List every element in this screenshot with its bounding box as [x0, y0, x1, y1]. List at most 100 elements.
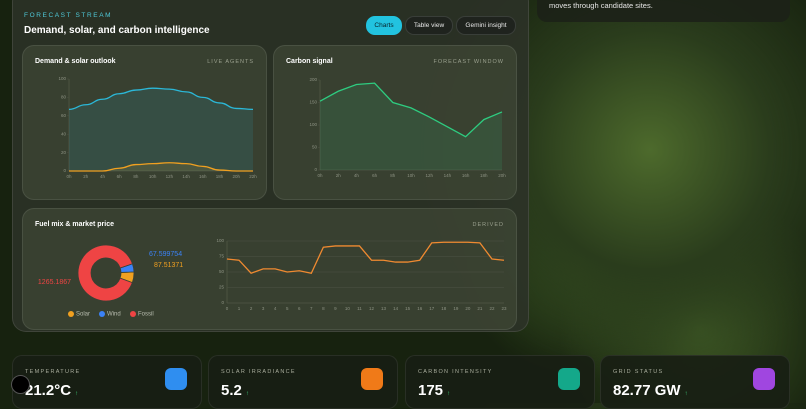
- legend-swatch: [130, 311, 136, 317]
- kpi-trend: ↑: [75, 391, 79, 397]
- legend-label: Fossil: [138, 312, 154, 318]
- chart: 0 20 40 60 80 100 0h 2h 4h 6h 8h 10h 12h 14h 16h 18h 20h…: [58, 76, 257, 179]
- area: [320, 83, 502, 170]
- x-tick-label: 2h: [336, 173, 342, 178]
- x-tick-label: 20h: [233, 174, 241, 179]
- x-tick-label: 1: [238, 306, 241, 311]
- x-tick-label: 14: [393, 306, 399, 311]
- x-tick-label: 2: [250, 306, 253, 311]
- y-tick-label: 0: [63, 168, 66, 173]
- x-tick-label: 15: [405, 306, 411, 311]
- x-tick-label: 8h: [390, 173, 396, 178]
- x-tick-label: 16: [417, 306, 423, 311]
- x-tick-label: 0h: [66, 174, 72, 179]
- tab[interactable]: Table view: [405, 16, 453, 35]
- x-tick-label: 6h: [117, 174, 123, 179]
- series-line: [68, 87, 254, 111]
- x-tick-label: 2h: [83, 174, 89, 179]
- x-tick-label: 20: [465, 306, 471, 311]
- legend-label: Wind: [107, 312, 121, 318]
- x-tick-label: 10h: [407, 173, 415, 178]
- y-tick-label: 0: [221, 300, 224, 305]
- tab[interactable]: Charts: [366, 16, 402, 35]
- x-tick-label: 0h: [317, 173, 323, 178]
- card: Fuel mix & market price DERIVED 87.51371 So…: [22, 208, 517, 330]
- kpi-value: 21.2°C: [25, 382, 72, 399]
- x-tick-label: 17: [429, 306, 435, 311]
- area: [69, 88, 253, 171]
- y-tick-label: 50: [219, 269, 225, 274]
- top-card: moves through candidate sites.: [537, 0, 790, 22]
- x-tick-label: 23: [501, 306, 507, 311]
- icon: [165, 368, 187, 390]
- x-tick-label: 19: [453, 306, 459, 311]
- x-tick-label: 16h: [462, 173, 470, 178]
- kpi-label: GRID STATUS: [613, 369, 664, 375]
- card-tag: FORECAST WINDOW: [433, 59, 504, 65]
- x-tick-label: 18: [441, 306, 447, 311]
- kpi-value: 82.77 GW: [613, 382, 681, 399]
- kpi-card: SOLAR IRRADIANCE 5.2 ↑: [208, 355, 398, 409]
- icon: [753, 368, 775, 390]
- x-tick-label: 18h: [480, 173, 488, 178]
- icon: [558, 368, 580, 390]
- x-tick-label: 14h: [182, 174, 190, 179]
- card-tag: LIVE AGENTS: [207, 59, 254, 65]
- series-line: [68, 162, 253, 172]
- kpi-value: 175: [418, 382, 444, 399]
- x-tick-label: 14h: [444, 173, 452, 178]
- chart: 0 50 100 150 200 0h 2h 4h 6h 8h 10h 12h 14h 16h 18h 20h: [309, 77, 506, 178]
- y-tick-label: 20: [61, 150, 67, 155]
- legend-label: Solar: [76, 312, 90, 318]
- data-label: 87.51371: [154, 262, 183, 269]
- x-tick-label: 13: [381, 306, 387, 311]
- x-tick-label: 6: [298, 306, 301, 311]
- x-tick-label: 20h: [498, 173, 506, 178]
- y-tick-label: 150: [309, 100, 317, 105]
- y-tick-label: 100: [309, 122, 317, 127]
- x-tick-label: 7: [310, 306, 313, 311]
- card-title: Demand & solar outlook: [35, 58, 116, 65]
- data-label: 1265.1867: [38, 279, 71, 286]
- kpi-card: CARBON INTENSITY 175 ↑: [405, 355, 595, 409]
- kpi-label: SOLAR IRRADIANCE: [221, 369, 296, 375]
- x-tick-label: 18h: [216, 174, 224, 179]
- y-tick-label: 75: [219, 254, 225, 259]
- kpi-label: TEMPERATURE: [25, 369, 81, 375]
- x-tick-label: 4h: [100, 174, 106, 179]
- kpi-trend: ↑: [245, 391, 249, 397]
- top-card-text: moves through candidate sites.: [549, 1, 653, 10]
- x-tick-label: 21: [477, 306, 483, 311]
- x-tick-label: 12h: [425, 173, 433, 178]
- card-title: Fuel mix & market price: [35, 221, 114, 228]
- tab[interactable]: Gemini insight: [456, 16, 516, 35]
- kpi-trend: ↑: [447, 391, 451, 397]
- x-tick-label: 4: [274, 306, 277, 311]
- x-tick-label: 0: [226, 306, 229, 311]
- card-tag: DERIVED: [472, 222, 504, 228]
- kpi-card: GRID STATUS 82.77 GW ↑: [600, 355, 790, 409]
- series-line: [226, 241, 505, 274]
- y-tick-label: 80: [61, 95, 67, 100]
- series-line: [319, 82, 503, 138]
- x-tick-label: 22h: [249, 174, 257, 179]
- x-tick-label: 6h: [372, 173, 378, 178]
- card: Carbon signal FORECAST WINDOW 0 50 100 150 200…: [273, 45, 517, 200]
- eyebrow: FORECAST STREAM: [24, 12, 113, 19]
- data-label: 67.599754: [149, 251, 182, 258]
- legend-swatch: [99, 311, 105, 317]
- x-tick-label: 10: [345, 306, 351, 311]
- y-tick-label: 40: [61, 131, 67, 136]
- chart: 87.51371 Solar 67.599754 Wind 1265.1867 Fossi…: [38, 238, 507, 318]
- x-tick-label: 16h: [199, 174, 207, 179]
- y-tick-label: 100: [216, 238, 224, 243]
- y-tick-label: 0: [314, 167, 317, 172]
- x-tick-label: 4h: [354, 173, 360, 178]
- pie-slice: [77, 244, 133, 302]
- y-tick-label: 25: [219, 285, 225, 290]
- badge[interactable]: [11, 375, 30, 394]
- x-tick-label: 8: [322, 306, 325, 311]
- x-tick-label: 12: [369, 306, 375, 311]
- y-tick-label: 200: [309, 77, 317, 82]
